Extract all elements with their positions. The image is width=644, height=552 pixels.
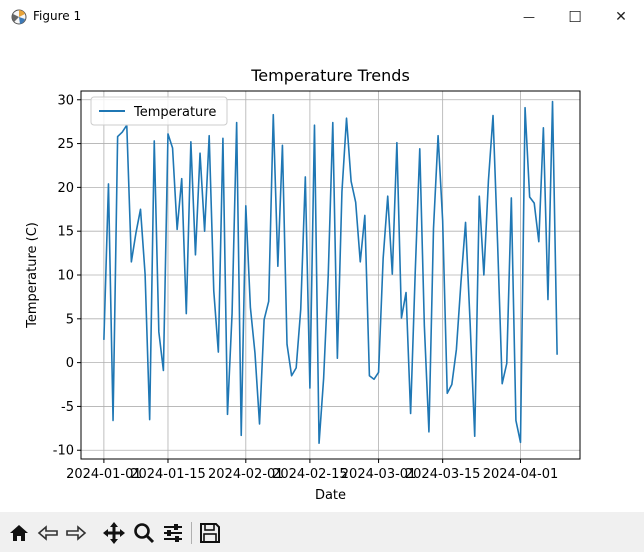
x-axis-label: Date bbox=[315, 488, 346, 503]
back-button[interactable] bbox=[35, 520, 61, 546]
figure-canvas[interactable]: -10 -5 0 5 10 15 20 25 30 2024-01-01 2024-01-15 20… bbox=[0, 34, 644, 512]
x-tick-label: 2024-02-15 bbox=[272, 467, 348, 482]
series-layer bbox=[103, 100, 558, 445]
y-axis-label: Temperature (C) bbox=[25, 222, 40, 329]
navigation-toolbar bbox=[0, 512, 644, 552]
matplotlib-logo-icon bbox=[11, 9, 27, 25]
y-tick-label: 15 bbox=[57, 225, 74, 240]
minimize-icon: — bbox=[523, 10, 535, 24]
window-titlebar: Figure 1 — ☐ ✕ bbox=[0, 0, 644, 35]
x-tick-label: 2024-01-15 bbox=[130, 467, 206, 482]
y-tick-label: -10 bbox=[53, 444, 74, 459]
toolbar-separator bbox=[191, 522, 192, 544]
grid bbox=[81, 91, 580, 459]
home-button[interactable] bbox=[6, 520, 32, 546]
x-tick-label: 2024-02-01 bbox=[208, 467, 284, 482]
y-tick-label: 30 bbox=[57, 93, 74, 108]
y-tick-label: 0 bbox=[66, 356, 74, 371]
series-line-0[interactable] bbox=[103, 100, 558, 445]
x-tick-label: 2024-03-01 bbox=[341, 467, 417, 482]
y-tick-label: 5 bbox=[66, 312, 74, 327]
y-tick-label: 20 bbox=[57, 181, 74, 196]
forward-arrow-icon bbox=[66, 525, 87, 541]
y-tick-label: 25 bbox=[57, 137, 74, 152]
zoom-button[interactable] bbox=[131, 520, 157, 546]
sliders-icon bbox=[164, 524, 182, 542]
window-title: Figure 1 bbox=[33, 9, 82, 23]
x-tick-label: 2024-04-01 bbox=[483, 467, 559, 482]
home-icon bbox=[10, 525, 28, 541]
magnifier-icon bbox=[134, 523, 155, 544]
forward-button[interactable] bbox=[63, 520, 89, 546]
floppy-disk-icon bbox=[200, 523, 220, 543]
move-icon bbox=[103, 522, 125, 544]
back-arrow-icon bbox=[37, 525, 58, 541]
x-tick-label: 2024-03-15 bbox=[405, 467, 481, 482]
x-tick-label: 2024-01-01 bbox=[66, 467, 142, 482]
minimize-button[interactable]: — bbox=[506, 0, 552, 34]
legend[interactable]: Temperature bbox=[90, 96, 228, 126]
legend-box bbox=[90, 96, 228, 126]
configure-subplots-button[interactable] bbox=[160, 520, 186, 546]
close-icon: ✕ bbox=[615, 9, 627, 25]
y-axis: -10 -5 0 5 10 15 20 25 30 bbox=[53, 93, 81, 459]
legend-label: Temperature bbox=[133, 105, 216, 120]
maximize-icon: ☐ bbox=[568, 8, 582, 26]
save-button[interactable] bbox=[197, 520, 223, 546]
pan-button[interactable] bbox=[101, 520, 127, 546]
y-tick-label: -5 bbox=[61, 400, 74, 415]
maximize-button[interactable]: ☐ bbox=[552, 0, 598, 34]
chart-title: Temperature Trends bbox=[250, 66, 410, 85]
y-tick-label: 10 bbox=[57, 269, 74, 284]
close-button[interactable]: ✕ bbox=[598, 0, 644, 34]
